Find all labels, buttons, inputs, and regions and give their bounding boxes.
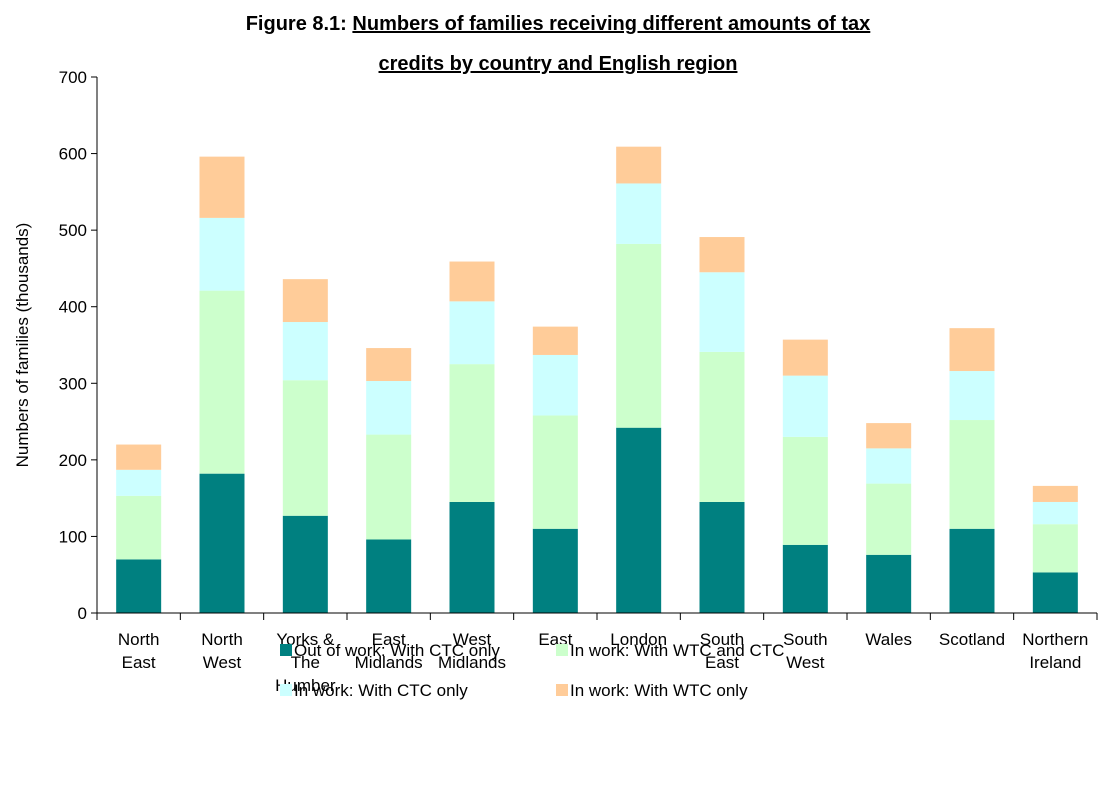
bar-segment: [699, 237, 745, 273]
x-tick-label-line: Midlands: [438, 653, 506, 672]
bar-segment: [199, 290, 245, 474]
bar-segment: [366, 348, 412, 381]
bar-segment: [366, 539, 412, 613]
bar-segment: [449, 301, 495, 365]
x-tick-label-line: West: [203, 653, 242, 672]
legend-swatch: [556, 684, 568, 696]
bar-segment: [949, 328, 995, 372]
bar-segment: [949, 528, 995, 613]
x-tick-label-line: East: [372, 630, 406, 649]
bar-segment: [949, 371, 995, 421]
bar-segment: [282, 322, 328, 381]
x-tick-label: North East: [118, 630, 160, 672]
bar-segment: [782, 544, 828, 613]
bar-segment: [449, 501, 495, 613]
bar-segment: [616, 427, 662, 613]
bar-segment: [782, 339, 828, 376]
bar-segment: [116, 559, 162, 613]
bar-segment: [366, 434, 412, 540]
chart-title: Figure 8.1: Numbers of families receivin…: [246, 13, 871, 35]
x-tick-label-line: South: [700, 630, 744, 649]
legend-label: Out of work: With CTC only: [294, 641, 500, 660]
bar-segment: [866, 483, 912, 555]
bar-segment: [1032, 572, 1078, 613]
bar-segment: [199, 156, 245, 218]
x-tick-label-line: London: [610, 630, 667, 649]
bar-segment: [616, 146, 662, 184]
bar-segment: [199, 217, 245, 291]
bar-segment: [282, 279, 328, 323]
bar-segment: [449, 364, 495, 502]
title-label: Figure 8.1:: [246, 13, 347, 35]
bar-segment: [1032, 485, 1078, 502]
bar-segment: [866, 448, 912, 484]
bar-segment: [116, 469, 162, 496]
title-line: Numbers of families receiving different …: [352, 13, 870, 35]
bar-segment: [199, 473, 245, 613]
bar-segment: [699, 272, 745, 352]
x-tick-label: West Midlands: [438, 630, 506, 672]
x-tick-label: South West: [783, 630, 827, 672]
x-tick-label: North West: [201, 630, 243, 672]
bar-segment: [616, 183, 662, 244]
legend-swatch: [280, 684, 292, 696]
bar-segment: [449, 261, 495, 302]
y-tick-label: 400: [59, 298, 87, 317]
bar-segment: [532, 528, 578, 613]
bar-segment: [866, 423, 912, 449]
bar-segment: [782, 436, 828, 545]
bar-segment: [782, 375, 828, 437]
x-tick-label-line: Wales: [865, 630, 912, 649]
bar-segment: [532, 326, 578, 355]
x-tick-label-line: The: [291, 653, 320, 672]
x-tick-label-line: West: [453, 630, 492, 649]
y-tick-label: 500: [59, 221, 87, 240]
bar-segment: [366, 380, 412, 435]
bar-segment: [699, 501, 745, 613]
x-tick-label-line: Midlands: [355, 653, 423, 672]
y-tick-label: 0: [78, 604, 87, 623]
y-axis-label: Numbers of families (thousands): [13, 223, 32, 468]
x-tick-label: Northern Ireland: [1022, 630, 1088, 672]
bar-segment: [282, 515, 328, 613]
x-tick-label-line: East: [122, 653, 156, 672]
bar-segment: [532, 354, 578, 416]
y-tick-label: 300: [59, 374, 87, 393]
x-tick-label-line: West: [786, 653, 825, 672]
bar-segment: [532, 415, 578, 529]
legend-swatch: [556, 644, 568, 656]
y-tick-label: 200: [59, 451, 87, 470]
x-tick-label-line: North: [201, 630, 243, 649]
legend-swatch: [280, 644, 292, 656]
bar-segment: [1032, 501, 1078, 525]
bar-segment: [116, 495, 162, 560]
bar-segment: [866, 554, 912, 613]
y-tick-label: 700: [59, 68, 87, 87]
x-tick-label: London: [610, 630, 667, 649]
x-tick-label-line: Northern: [1022, 630, 1088, 649]
legend-label: In work: With CTC only: [294, 681, 468, 700]
x-tick-label-line: South: [783, 630, 827, 649]
legend-label: In work: With WTC only: [570, 681, 748, 700]
x-tick-label: Wales: [865, 630, 912, 649]
x-tick-label: South East: [700, 630, 744, 672]
x-tick-label-line: North: [118, 630, 160, 649]
x-tick-label-line: Ireland: [1029, 653, 1081, 672]
x-tick-label-line: East: [705, 653, 739, 672]
legend-label: In work: With WTC and CTC: [570, 641, 784, 660]
y-tick-label: 600: [59, 145, 87, 164]
bar-segment: [699, 351, 745, 502]
x-tick-label: Scotland: [939, 630, 1005, 649]
x-tick-label-line: Scotland: [939, 630, 1005, 649]
bar-segment: [1032, 524, 1078, 573]
y-tick-label: 100: [59, 527, 87, 546]
bar-segment: [116, 444, 162, 470]
title-line: credits by country and English region: [379, 53, 738, 75]
x-tick-label: East Midlands: [355, 630, 423, 672]
bar-segment: [282, 380, 328, 516]
bar-segment: [949, 420, 995, 529]
bar-segment: [616, 243, 662, 428]
